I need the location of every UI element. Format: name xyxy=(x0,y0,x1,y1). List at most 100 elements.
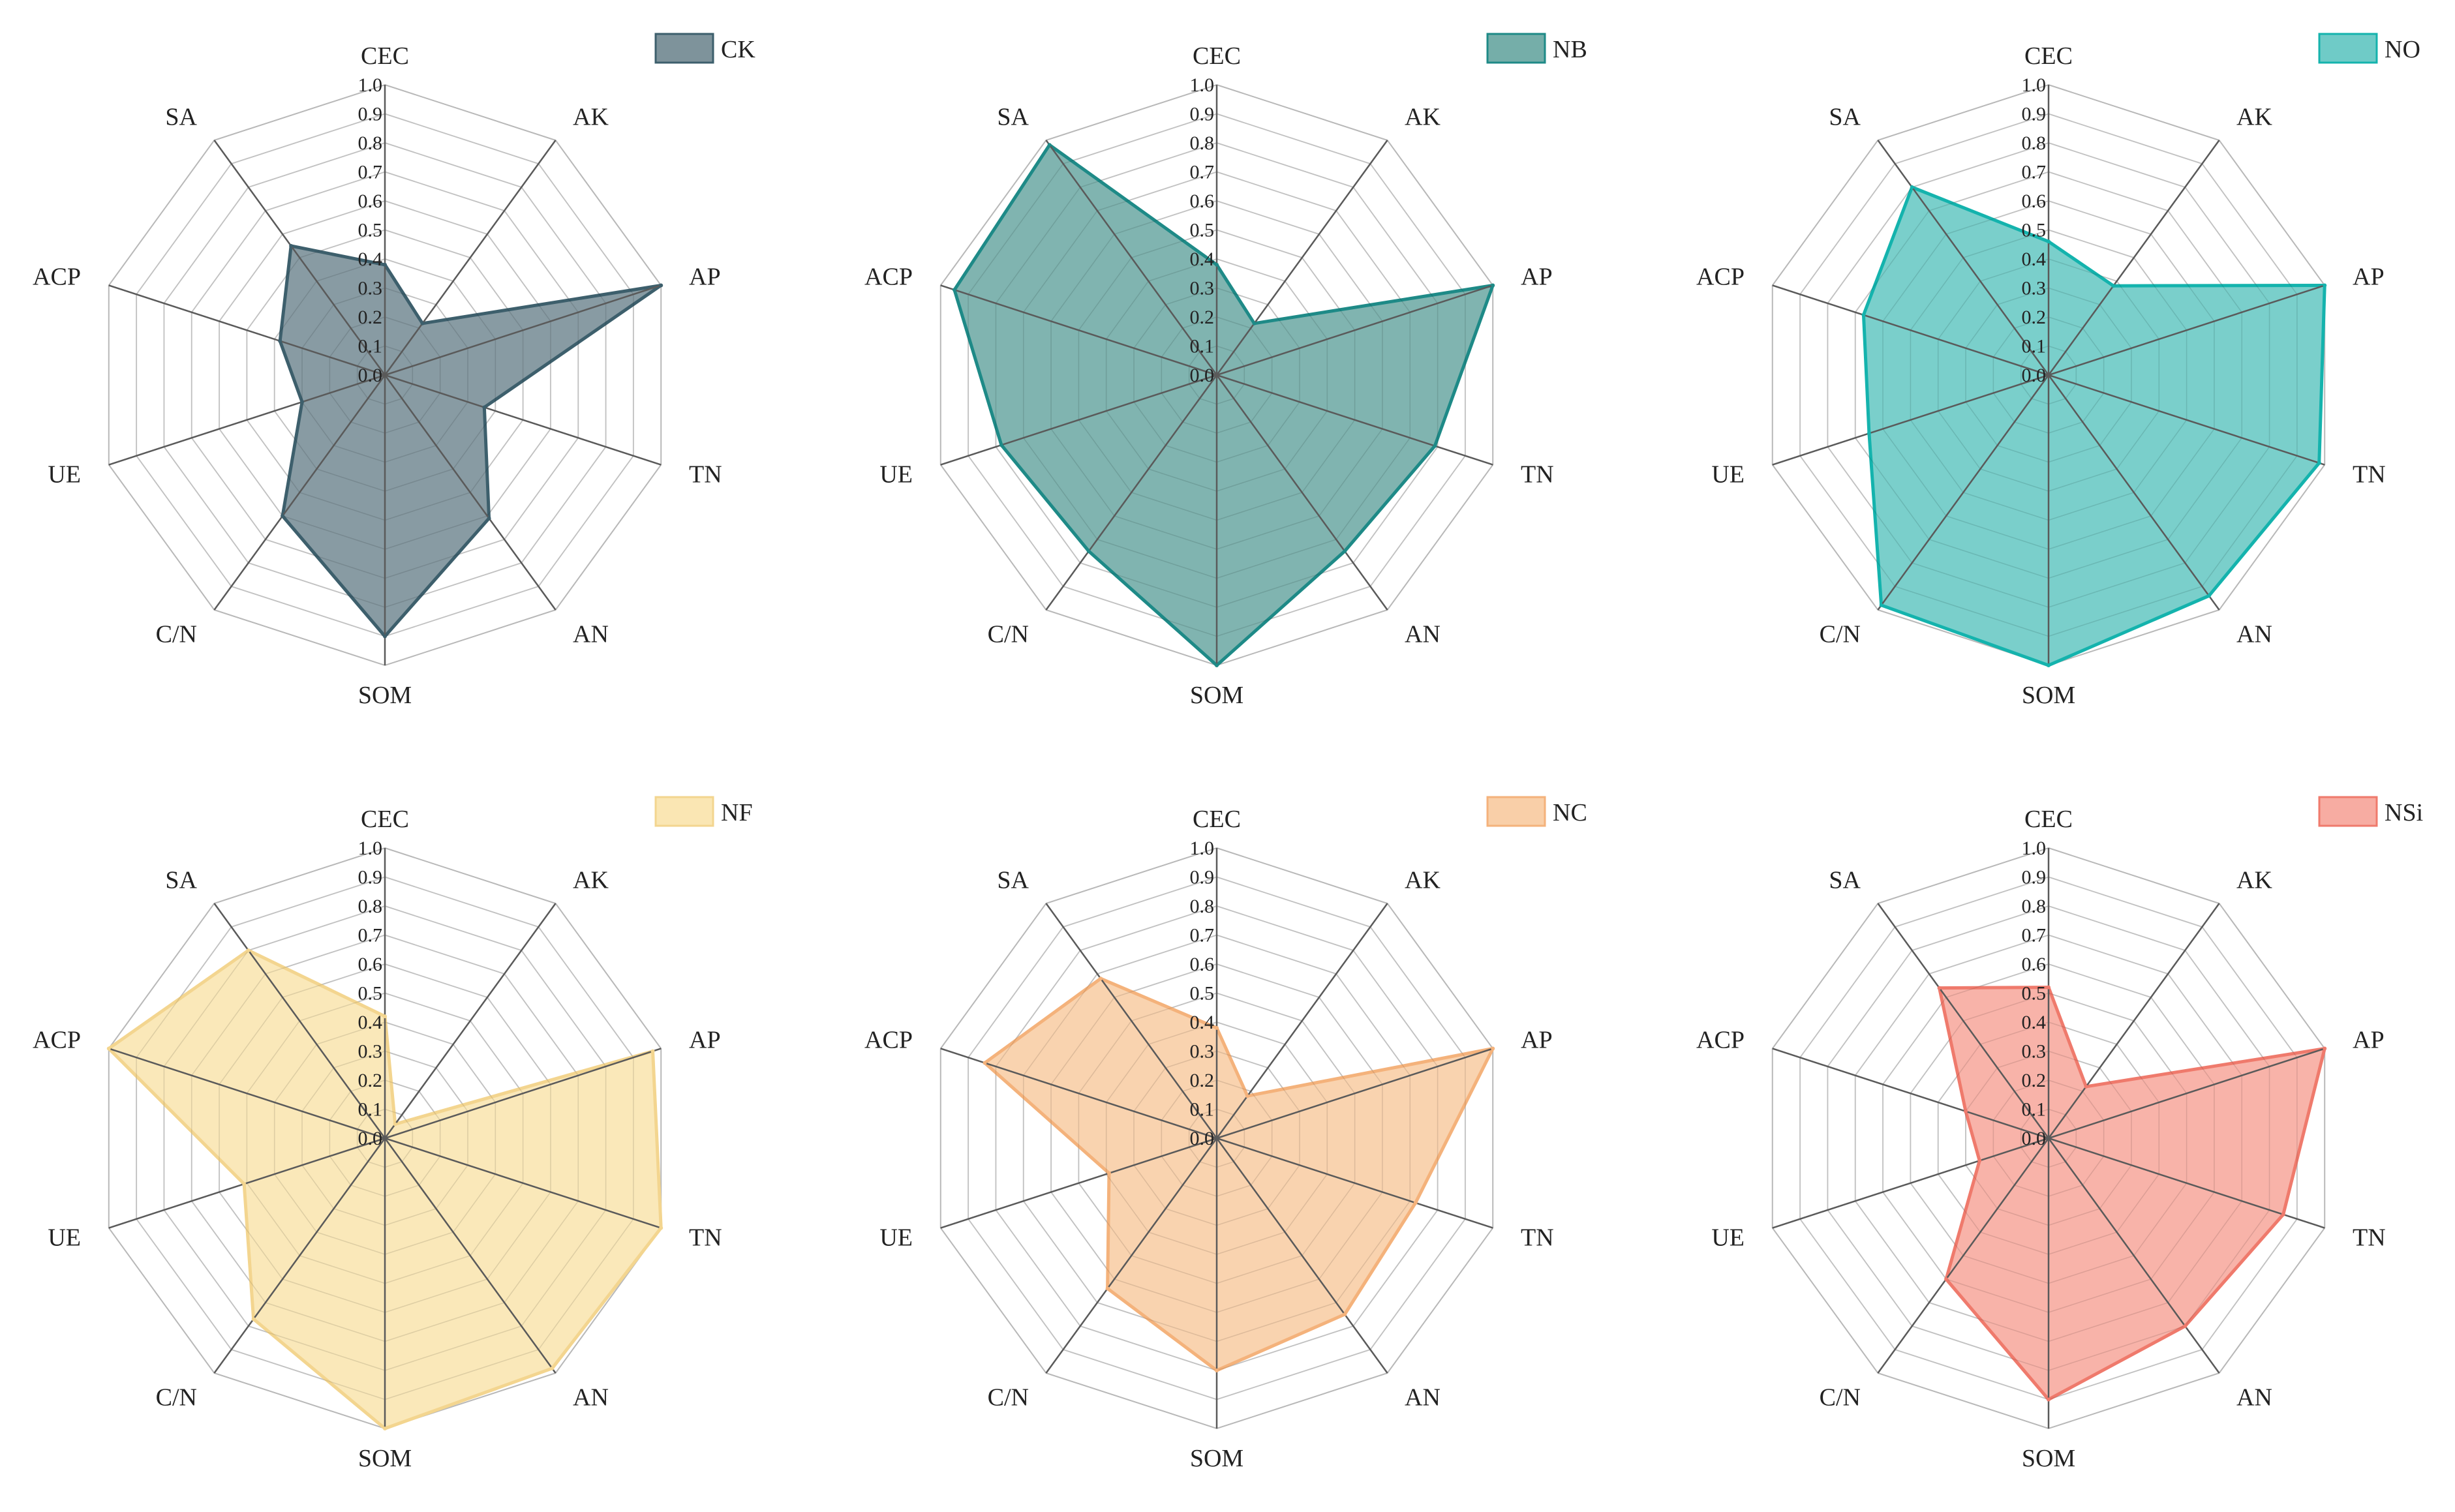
data-point xyxy=(383,262,387,267)
axis-label: AK xyxy=(1405,104,1441,131)
axis-spoke xyxy=(108,1137,386,1229)
tick-label: 0.6 xyxy=(2022,954,2047,975)
data-point xyxy=(106,1046,111,1051)
tick-label: 0.0 xyxy=(1190,365,1215,386)
radar-panel-nc: 0.0 0.1 0.2 0.3 0.4 0.5 0.6 0.7 0.8 0.9 1.0 CEC AK AP… xyxy=(864,796,1587,1472)
data-point xyxy=(393,1122,397,1126)
data-point xyxy=(1343,1312,1347,1317)
data-point xyxy=(1047,143,1052,147)
axis-label: ACP xyxy=(1696,1027,1745,1054)
data-point xyxy=(1215,262,1219,267)
data-point xyxy=(246,948,251,952)
legend-swatch xyxy=(654,796,714,827)
axis-spoke xyxy=(384,284,662,376)
axis-label: TN xyxy=(689,1224,722,1251)
data-point xyxy=(2183,1324,2188,1329)
axis-label: AN xyxy=(1405,620,1441,648)
axis-spoke xyxy=(940,374,1217,466)
data-point xyxy=(2111,284,2116,288)
axis-label: SA xyxy=(1829,867,1861,894)
axis-label: AK xyxy=(1405,867,1441,894)
tick-label: 0.7 xyxy=(358,162,383,183)
axis-spoke xyxy=(1772,284,2049,376)
data-point xyxy=(482,405,487,410)
axis-spoke xyxy=(213,903,386,1139)
axis-spoke xyxy=(2047,140,2220,376)
data-point xyxy=(1215,1025,1219,1030)
tick-label: 1.0 xyxy=(2022,838,2047,859)
tick-label: 0.2 xyxy=(1190,1070,1215,1091)
axis-label: UE xyxy=(48,461,81,488)
axis-spoke xyxy=(384,903,557,1139)
tick-label: 0.3 xyxy=(358,1041,383,1063)
data-point xyxy=(487,516,491,521)
tick-label: 0.2 xyxy=(2022,1070,2047,1091)
axis-label: SA xyxy=(165,867,197,894)
tick-label: 0.4 xyxy=(358,249,383,270)
axis-spoke xyxy=(108,374,386,466)
axis-label: AN xyxy=(2236,620,2272,648)
tick-label: 0.7 xyxy=(2022,925,2047,946)
axis-label: CEC xyxy=(2024,806,2073,833)
axis-label: C/N xyxy=(988,1383,1029,1411)
data-point xyxy=(1245,1094,1250,1098)
axis-label: AK xyxy=(2236,104,2272,131)
tick-label: 0.5 xyxy=(1190,220,1215,241)
data-point xyxy=(1910,185,1914,189)
data-point xyxy=(983,1061,987,1065)
data-point xyxy=(1944,1277,1949,1282)
data-point xyxy=(281,514,285,519)
tick-label: 0.9 xyxy=(2022,104,2047,125)
axis-label: AP xyxy=(689,264,721,291)
data-point xyxy=(383,1427,387,1430)
data-point xyxy=(2317,461,2321,465)
tick-label: 0.5 xyxy=(358,983,383,1005)
data-point xyxy=(1252,321,1257,325)
axis-label: AP xyxy=(2353,1027,2385,1054)
axis-label: ACP xyxy=(1696,264,1745,291)
axis-label: CEC xyxy=(361,42,409,70)
series-area-nb xyxy=(953,143,1495,667)
tick-label: 0.3 xyxy=(2022,1041,2047,1063)
axis-label: TN xyxy=(1521,461,1554,488)
tick-label: 1.0 xyxy=(1190,74,1215,96)
axis-spoke xyxy=(940,284,1217,376)
axis-label: AK xyxy=(573,867,609,894)
tick-label: 0.4 xyxy=(2022,1012,2047,1033)
data-point xyxy=(1977,1158,1982,1163)
tick-label: 0.3 xyxy=(358,278,383,299)
axis-spoke xyxy=(2048,1137,2325,1229)
axis-label: CEC xyxy=(1193,42,1241,70)
axis-label: AK xyxy=(573,104,609,131)
axis-label: UE xyxy=(1711,1224,1745,1251)
data-point xyxy=(1106,1171,1111,1175)
axis-spoke xyxy=(1877,1138,2050,1374)
axis-label: SOM xyxy=(2022,682,2075,709)
axis-spoke xyxy=(213,140,386,376)
axis-label: AN xyxy=(1405,1383,1441,1411)
tick-label: 0.4 xyxy=(1190,1012,1215,1033)
axis-label: AN xyxy=(573,1383,609,1411)
data-point xyxy=(2047,663,2051,667)
data-point xyxy=(2323,1046,2327,1051)
axis-spoke xyxy=(213,374,386,611)
axis-label: CEC xyxy=(1193,806,1241,833)
legend-label: NF xyxy=(721,799,753,826)
tick-label: 0.8 xyxy=(358,132,383,154)
legend-swatch xyxy=(1486,33,1546,64)
legend-label: CK xyxy=(721,36,755,63)
axis-spoke xyxy=(108,1048,386,1140)
data-point xyxy=(251,1317,256,1322)
axis-label: SA xyxy=(997,867,1029,894)
tick-label: 1.0 xyxy=(358,838,383,859)
tick-label: 0.8 xyxy=(2022,132,2047,154)
tick-label: 0.7 xyxy=(1190,162,1215,183)
data-point xyxy=(1861,312,1866,317)
data-point xyxy=(1099,976,1103,981)
axis-label: TN xyxy=(689,461,722,488)
tick-label: 0.6 xyxy=(1190,954,1215,975)
tick-label: 0.9 xyxy=(358,867,383,888)
axis-spoke xyxy=(1045,1138,1218,1374)
tick-label: 0.1 xyxy=(2022,336,2047,357)
data-point xyxy=(1937,986,1942,990)
